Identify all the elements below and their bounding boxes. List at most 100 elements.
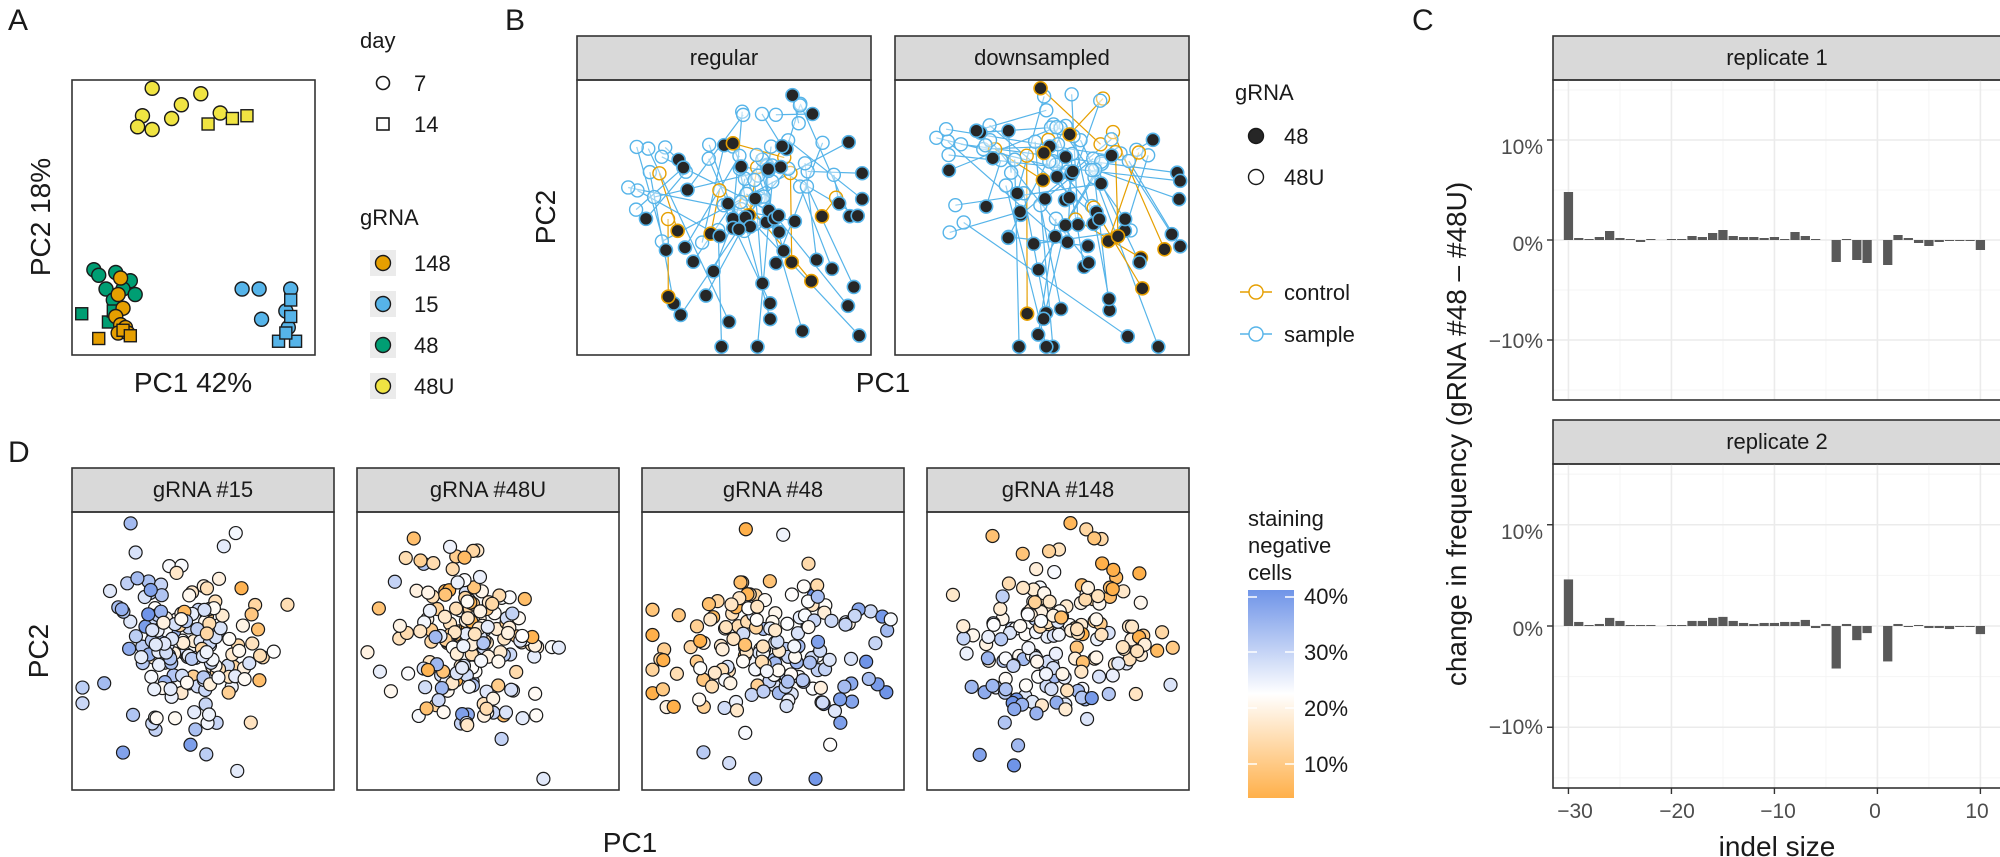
- pca-d-grna48-point-159: [729, 703, 745, 718]
- bar-rep2-indel--30: [1563, 579, 1574, 626]
- pca-b-downsampled-48-55: [1120, 329, 1136, 344]
- pca-point-15-day14-4: [279, 326, 293, 340]
- pca-d-grna48u-point-165: [457, 550, 472, 565]
- pca-d-grna148-point-28: [1029, 561, 1044, 577]
- panel-b-marks: [621, 80, 1188, 355]
- pca-d-grna48-point-142: [859, 654, 874, 669]
- pca-d-grna48-point-96: [795, 673, 810, 688]
- pca-d-grna15-point-18: [199, 747, 214, 762]
- pca-b-downsampled-48u-40: [1084, 162, 1100, 178]
- pca-b-downsampled-48-53: [985, 150, 1001, 166]
- pca-d-grna48u-point-130: [413, 624, 428, 639]
- pca-d-grna15-point-140: [147, 682, 162, 697]
- pca-d-grna15-point-142: [230, 763, 245, 779]
- pca-d-grna48-point-27: [879, 685, 894, 700]
- panel-d-colorbar: [1248, 590, 1294, 798]
- pca-b-downsampled-link-32: [976, 109, 1047, 132]
- panel-a-legend-grna-title: gRNA: [360, 205, 419, 230]
- bar-rep2-indel--4: [1831, 626, 1841, 669]
- bar-rep2-indel--13: [1738, 622, 1749, 626]
- bar-rep2-indel--23: [1635, 624, 1646, 626]
- pca-b-downsampled-48-48: [1080, 238, 1096, 254]
- pca-d-grna148-point-128: [1060, 683, 1075, 698]
- pca-d-grna148-point-129: [1029, 706, 1044, 721]
- legend-grna-148-symbol: [374, 254, 392, 272]
- pca-b-regular-48-30: [824, 261, 840, 277]
- pca-d-grna15-point-20: [280, 597, 295, 612]
- pca-d-grna48-point-85: [722, 755, 737, 771]
- panel-b-legend-grna-title: gRNA: [1235, 80, 1294, 105]
- pca-d-grna148-point-120: [1084, 690, 1099, 706]
- pca-d-grna148-point-133: [1106, 562, 1121, 577]
- pca-b-regular-link-61: [645, 171, 687, 220]
- panel-label-a: A: [8, 4, 28, 37]
- pca-b-regular-48u-13: [768, 107, 784, 122]
- panel-b-strip-regular-label: regular: [690, 45, 758, 70]
- pca-d-grna48u-point-147: [505, 606, 520, 621]
- pca-d-grna15-point-161: [114, 602, 129, 617]
- bar-rep2-indel--10: [1769, 622, 1780, 626]
- pca-d-grna48-point-117: [655, 682, 671, 697]
- pca-b-downsampled-48-47: [1081, 255, 1097, 271]
- pca-d-grna15-point-118: [182, 588, 197, 603]
- pca-d-grna48-point-160: [801, 619, 816, 635]
- pca-b-downsampled-48-44: [1172, 239, 1188, 254]
- pca-d-grna148-point-162: [1041, 544, 1057, 559]
- pca-d-grna48-point-166: [645, 602, 660, 617]
- panel-b-xlabel: PC1: [856, 367, 910, 398]
- panel-b-ylabel: PC2: [530, 190, 561, 244]
- pca-d-grna48-point-51: [823, 737, 838, 752]
- pca-d-grna15-point-107: [75, 680, 90, 695]
- pca-d-grna48u-point-132: [528, 686, 543, 701]
- pca-d-grna148-point-83: [1074, 664, 1089, 679]
- pca-b-downsampled-48-43: [1026, 236, 1042, 252]
- pca-b-regular-48u-29: [701, 137, 717, 152]
- panel-a-frame: [71, 79, 316, 356]
- pca-b-downsampled-48-25: [1019, 306, 1035, 321]
- pca-point-48u-day7-2: [193, 86, 209, 102]
- pca-b-regular-48u-53: [754, 106, 770, 122]
- pca-d-grna48u-point-136: [387, 574, 402, 589]
- pca-b-downsampled-link-30: [1069, 98, 1104, 135]
- pca-d-grna148-point-14: [1079, 522, 1094, 537]
- bar-rep1-indel--19: [1677, 239, 1687, 240]
- pca-b-downsampled-48-61: [1172, 173, 1188, 189]
- pca-d-grna48u-point-151: [509, 664, 524, 680]
- colorbar-label-30: 30%: [1304, 640, 1348, 665]
- pca-b-regular-48u-8: [826, 167, 842, 183]
- bar-rep2-indel--19: [1677, 624, 1687, 626]
- bar-rep2-indel--16: [1707, 617, 1718, 626]
- bar-rep2-indel--17: [1697, 620, 1707, 626]
- pca-d-grna148-point-81: [1048, 646, 1064, 661]
- pca-b-downsampled-48-39: [1117, 211, 1133, 227]
- bar-rep1-indel-6: [1934, 240, 1944, 242]
- pca-b-regular-48-56: [787, 214, 803, 229]
- pca-d-grna148-point-156: [1020, 607, 1035, 622]
- pca-b-downsampled-link-58: [955, 183, 1102, 206]
- pca-d-grna48-point-104: [645, 627, 660, 643]
- pca-d-grna15-point-156: [187, 705, 202, 720]
- pca-d-grna148-point-114: [1150, 643, 1165, 658]
- pca-b-regular-48u-41: [694, 235, 710, 250]
- pca-d-grna15-point-171: [211, 670, 226, 685]
- pca-b-downsampled-48-42: [1039, 339, 1054, 355]
- pca-d-grna48-point-66: [718, 620, 734, 635]
- pca-b-regular-48u-0: [800, 164, 815, 179]
- pca-b-regular-48-29: [731, 221, 747, 237]
- pca-d-grna15-point-81: [143, 582, 158, 598]
- pca-b-downsampled-link-11: [1043, 236, 1064, 319]
- pca-b-regular-link-34: [806, 186, 855, 288]
- pca-d-grna15-point-138: [163, 681, 178, 697]
- bar-rep1-indel--14: [1728, 236, 1738, 240]
- legend-b-48-label: 48: [1284, 124, 1308, 149]
- pca-d-grna48-point-46: [837, 679, 852, 694]
- pca-d-grna15-point-173: [174, 612, 189, 627]
- panel-d-legend-title-1: staining: [1248, 506, 1324, 531]
- pca-d-grna15-point-163: [134, 650, 149, 665]
- pca-d-grna48-point-16: [762, 574, 777, 589]
- pca-b-regular-48-27: [720, 196, 736, 211]
- pca-b-downsampled-48u-37: [1104, 132, 1119, 147]
- pca-d-grna148-point-161: [1069, 622, 1085, 637]
- panel-c-strip-rep2-label: replicate 2: [1726, 429, 1828, 454]
- bar-rep1-indel--13: [1738, 237, 1749, 240]
